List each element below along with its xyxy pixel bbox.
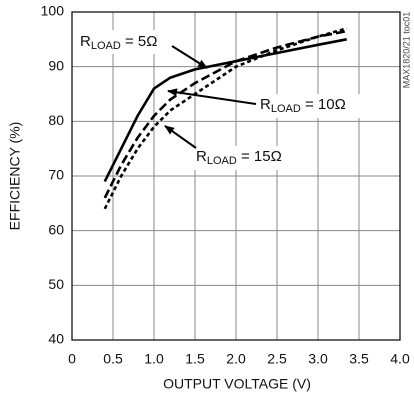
series-label: RLOAD = 5Ω [80, 33, 157, 52]
y-tick-label: 50 [48, 276, 64, 292]
x-tick-label: 4.0 [390, 351, 410, 367]
y-tick-label: 70 [48, 167, 64, 183]
x-tick-label: 2.5 [267, 351, 287, 367]
arrow [171, 45, 208, 69]
plot-frame [71, 11, 401, 341]
x-tick-label: 3.0 [308, 351, 328, 367]
side-note: MAX1820/21 toc01 [401, 12, 411, 89]
x-tick-label: 2.0 [226, 351, 246, 367]
y-axis-title: EFFICIENCY (%) [7, 122, 23, 231]
series-line [103, 29, 347, 199]
y-tick-label: 90 [48, 57, 64, 73]
x-tick-label: 0.5 [103, 351, 123, 367]
label-bg [258, 94, 368, 118]
series-label: RLOAD = 15Ω [196, 148, 282, 167]
label-bg [194, 146, 304, 170]
y-tick-label: 60 [48, 221, 64, 237]
y-tick-label: 40 [48, 331, 64, 347]
x-axis-title: OUTPUT VOLTAGE (V) [163, 376, 311, 392]
y-tick-label: 80 [48, 112, 64, 128]
series-label: RLOAD = 10Ω [260, 96, 346, 115]
x-tick-label: 1.0 [144, 351, 164, 367]
series-line [103, 38, 347, 183]
arrow [164, 125, 197, 149]
series-line [103, 27, 348, 210]
x-tick-label: 1.5 [185, 351, 205, 367]
arrow [167, 88, 257, 105]
y-tick-label: 100 [41, 3, 65, 19]
lines [103, 27, 348, 210]
x-tick-label: 0 [68, 351, 76, 367]
x-tick-label: 3.5 [349, 351, 369, 367]
label-bg [78, 30, 178, 54]
